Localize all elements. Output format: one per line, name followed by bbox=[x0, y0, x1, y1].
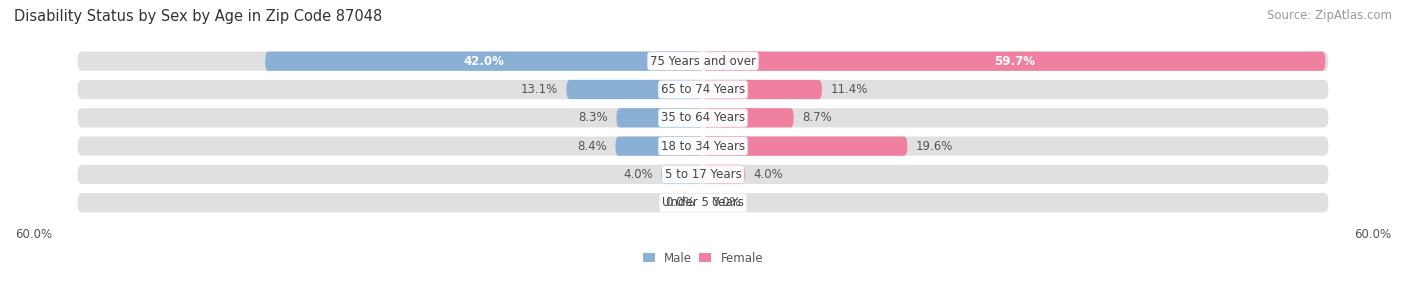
FancyBboxPatch shape bbox=[703, 136, 907, 156]
Text: Disability Status by Sex by Age in Zip Code 87048: Disability Status by Sex by Age in Zip C… bbox=[14, 9, 382, 24]
Text: Source: ZipAtlas.com: Source: ZipAtlas.com bbox=[1267, 9, 1392, 22]
Text: 0.0%: 0.0% bbox=[711, 196, 741, 209]
Text: 19.6%: 19.6% bbox=[915, 140, 953, 153]
Text: 0.0%: 0.0% bbox=[665, 196, 695, 209]
Text: 60.0%: 60.0% bbox=[15, 228, 52, 241]
FancyBboxPatch shape bbox=[77, 80, 1329, 99]
Text: 4.0%: 4.0% bbox=[754, 168, 783, 181]
FancyBboxPatch shape bbox=[77, 52, 1329, 71]
Text: 13.1%: 13.1% bbox=[520, 83, 558, 96]
FancyBboxPatch shape bbox=[266, 52, 703, 71]
FancyBboxPatch shape bbox=[77, 193, 1329, 212]
Text: 8.3%: 8.3% bbox=[578, 111, 609, 124]
FancyBboxPatch shape bbox=[616, 136, 703, 156]
FancyBboxPatch shape bbox=[703, 52, 1326, 71]
FancyBboxPatch shape bbox=[77, 108, 1329, 127]
Text: 65 to 74 Years: 65 to 74 Years bbox=[661, 83, 745, 96]
Text: 42.0%: 42.0% bbox=[464, 55, 505, 68]
Text: 35 to 64 Years: 35 to 64 Years bbox=[661, 111, 745, 124]
FancyBboxPatch shape bbox=[703, 80, 823, 99]
FancyBboxPatch shape bbox=[703, 108, 794, 127]
Text: 8.4%: 8.4% bbox=[578, 140, 607, 153]
Text: 8.7%: 8.7% bbox=[801, 111, 832, 124]
FancyBboxPatch shape bbox=[661, 165, 703, 184]
FancyBboxPatch shape bbox=[77, 136, 1329, 156]
FancyBboxPatch shape bbox=[77, 165, 1329, 184]
Legend: Male, Female: Male, Female bbox=[643, 251, 763, 264]
Text: 59.7%: 59.7% bbox=[994, 55, 1035, 68]
Text: Under 5 Years: Under 5 Years bbox=[662, 196, 744, 209]
Text: 5 to 17 Years: 5 to 17 Years bbox=[665, 168, 741, 181]
Text: 60.0%: 60.0% bbox=[1354, 228, 1391, 241]
Text: 11.4%: 11.4% bbox=[830, 83, 868, 96]
FancyBboxPatch shape bbox=[616, 108, 703, 127]
Text: 18 to 34 Years: 18 to 34 Years bbox=[661, 140, 745, 153]
Text: 75 Years and over: 75 Years and over bbox=[650, 55, 756, 68]
FancyBboxPatch shape bbox=[567, 80, 703, 99]
FancyBboxPatch shape bbox=[703, 165, 745, 184]
Text: 4.0%: 4.0% bbox=[623, 168, 652, 181]
